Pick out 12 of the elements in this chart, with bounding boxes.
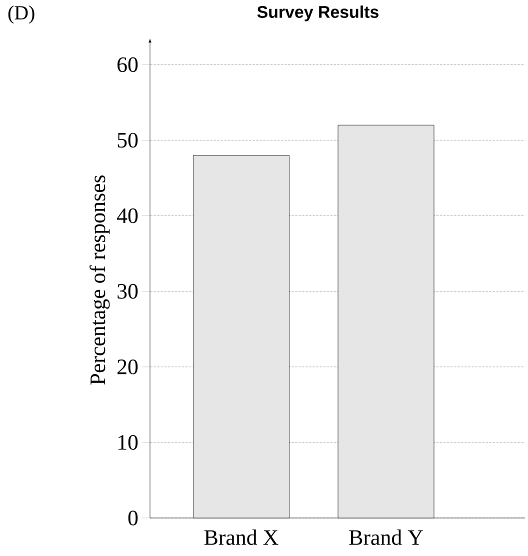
- y-tick-label: 40: [116, 208, 138, 224]
- y-axis-title: Percentage of responses: [90, 175, 110, 385]
- x-tick-label: Brand X: [204, 530, 278, 545]
- y-tick-label: 60: [118, 57, 138, 72]
- y-tick-label: 30: [118, 284, 138, 299]
- y-tick-label: 20: [118, 359, 138, 374]
- text: (D): [8, 6, 34, 24]
- y-tick-label: 50: [118, 132, 138, 148]
- y-tick-label: 0: [128, 510, 138, 526]
- y-tick-label: 10: [118, 435, 138, 450]
- chart-title: Survey Results: [257, 6, 378, 22]
- x-tick-label: Brand Y: [349, 530, 423, 545]
